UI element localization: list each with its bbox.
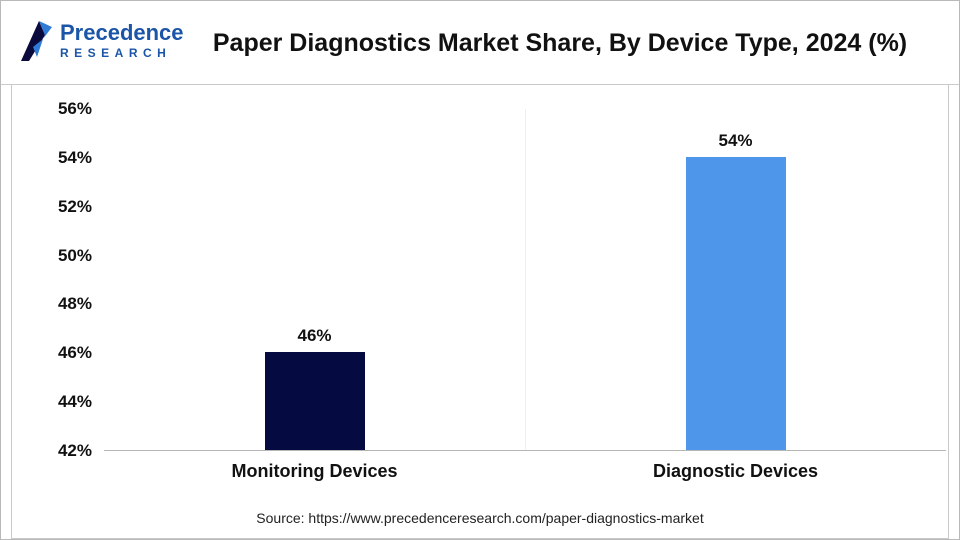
y-tick-label: 50% [57, 245, 92, 265]
bar-monitoring-devices [264, 352, 365, 450]
logo-line1: Precedence [60, 20, 184, 45]
y-tick-label: 48% [57, 294, 92, 314]
chart-panel: 56% 54% 52% 50% 48% 46% 44% 42% 46% 54% Monitori… [11, 85, 949, 539]
precedence-research-logo-icon [21, 21, 52, 61]
category-separator-line [525, 109, 526, 450]
logo-line2: RESEARCH [60, 46, 172, 61]
x-axis-label: Monitoring Devices [231, 461, 398, 481]
logo-text: Precedence RESEARCH [60, 17, 184, 60]
bar-diagnostic-devices [685, 156, 786, 450]
bar-slot: 46% [104, 109, 525, 450]
y-axis: 56% 54% 52% 50% 48% 46% 44% 42% [26, 99, 98, 460]
plot-area: 46% 54% [104, 109, 946, 451]
bar-value-label: 54% [718, 130, 753, 150]
y-tick-label: 54% [57, 147, 92, 167]
logo: Precedence RESEARCH [19, 17, 184, 63]
y-tick-label: 56% [57, 99, 92, 118]
x-axis-labels: Monitoring Devices Diagnostic Devices [104, 457, 946, 485]
bar-value-label: 46% [297, 326, 332, 346]
y-tick-label: 46% [57, 343, 92, 363]
bar-slot: 54% [525, 109, 946, 450]
y-tick-label: 42% [57, 441, 92, 460]
y-tick-label: 44% [57, 392, 92, 412]
x-axis-label: Diagnostic Devices [652, 461, 819, 481]
source-text: Source: https://www.precedenceresearch.c… [256, 510, 704, 526]
page-title: Paper Diagnostics Market Share, By Devic… [212, 28, 908, 57]
y-tick-label: 52% [57, 196, 92, 216]
header: Precedence RESEARCH Paper Diagnostics Ma… [1, 1, 959, 85]
